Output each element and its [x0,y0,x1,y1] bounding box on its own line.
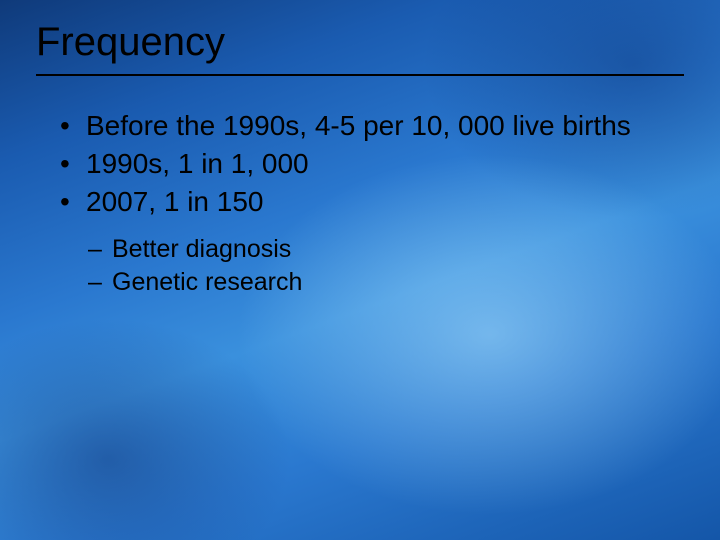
slide-title: Frequency [36,20,225,65]
bullet-item: 1990s, 1 in 1, 000 [54,146,674,182]
bullet-item: 2007, 1 in 150 [54,184,674,220]
slide-body: Before the 1990s, 4-5 per 10, 000 live b… [54,108,674,299]
slide: Frequency Before the 1990s, 4-5 per 10, … [0,0,720,540]
sub-bullet-item: Genetic research [86,266,674,299]
sub-bullet-group: Better diagnosis Genetic research [86,233,674,299]
sub-bullet-item: Better diagnosis [86,233,674,266]
title-underline [36,74,684,76]
bullet-item: Before the 1990s, 4-5 per 10, 000 live b… [54,108,674,144]
